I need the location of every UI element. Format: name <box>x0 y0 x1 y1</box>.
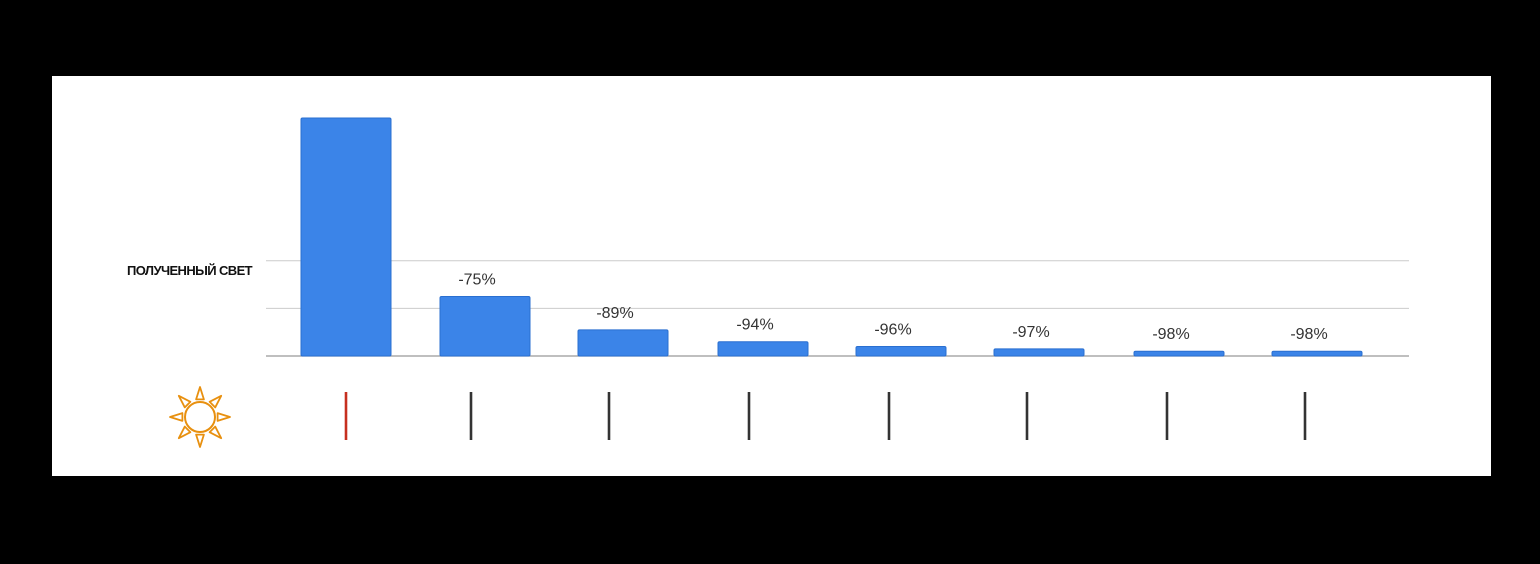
bars <box>300 117 1363 357</box>
sun-ray-7 <box>195 386 205 401</box>
data-label-5: -96% <box>874 321 911 338</box>
sun-core <box>184 401 216 433</box>
grid-lines <box>266 260 1409 357</box>
sun-ray-2 <box>208 425 223 440</box>
chart-panel: ПОЛУЧЕННЫЙ СВЕТ -75% -89% -94% -96% -97% -98%… <box>52 76 1491 476</box>
bar-chart: -75% -89% -94% -96% -97% -98% -98% <box>169 117 1409 448</box>
source-markers <box>344 392 1307 440</box>
data-label-2: -75% <box>458 272 495 289</box>
bar-4 <box>717 341 809 357</box>
bar-8 <box>1271 350 1363 357</box>
bar-2 <box>439 296 531 357</box>
data-label-3: -89% <box>596 305 633 322</box>
bar-5 <box>855 345 947 357</box>
bar-6 <box>993 348 1085 357</box>
sun-ray-5 <box>169 412 184 422</box>
data-label-8: -98% <box>1290 326 1327 343</box>
sun-ray-4 <box>177 425 192 440</box>
bar-7 <box>1133 350 1225 357</box>
sun-ray-6 <box>177 394 192 409</box>
bar-3 <box>577 329 669 357</box>
data-labels: -75% -89% -94% -96% -97% -98% -98% <box>458 272 1327 344</box>
sun-ray-8 <box>208 394 223 409</box>
sun-ray-1 <box>216 412 231 422</box>
sun-ray-3 <box>195 433 205 448</box>
data-label-6: -97% <box>1012 324 1049 341</box>
sun-icon <box>169 386 231 448</box>
y-axis-label: ПОЛУЧЕННЫЙ СВЕТ <box>127 263 253 278</box>
bar-1 <box>300 117 392 357</box>
data-label-4: -94% <box>736 317 773 334</box>
data-label-7: -98% <box>1152 326 1189 343</box>
